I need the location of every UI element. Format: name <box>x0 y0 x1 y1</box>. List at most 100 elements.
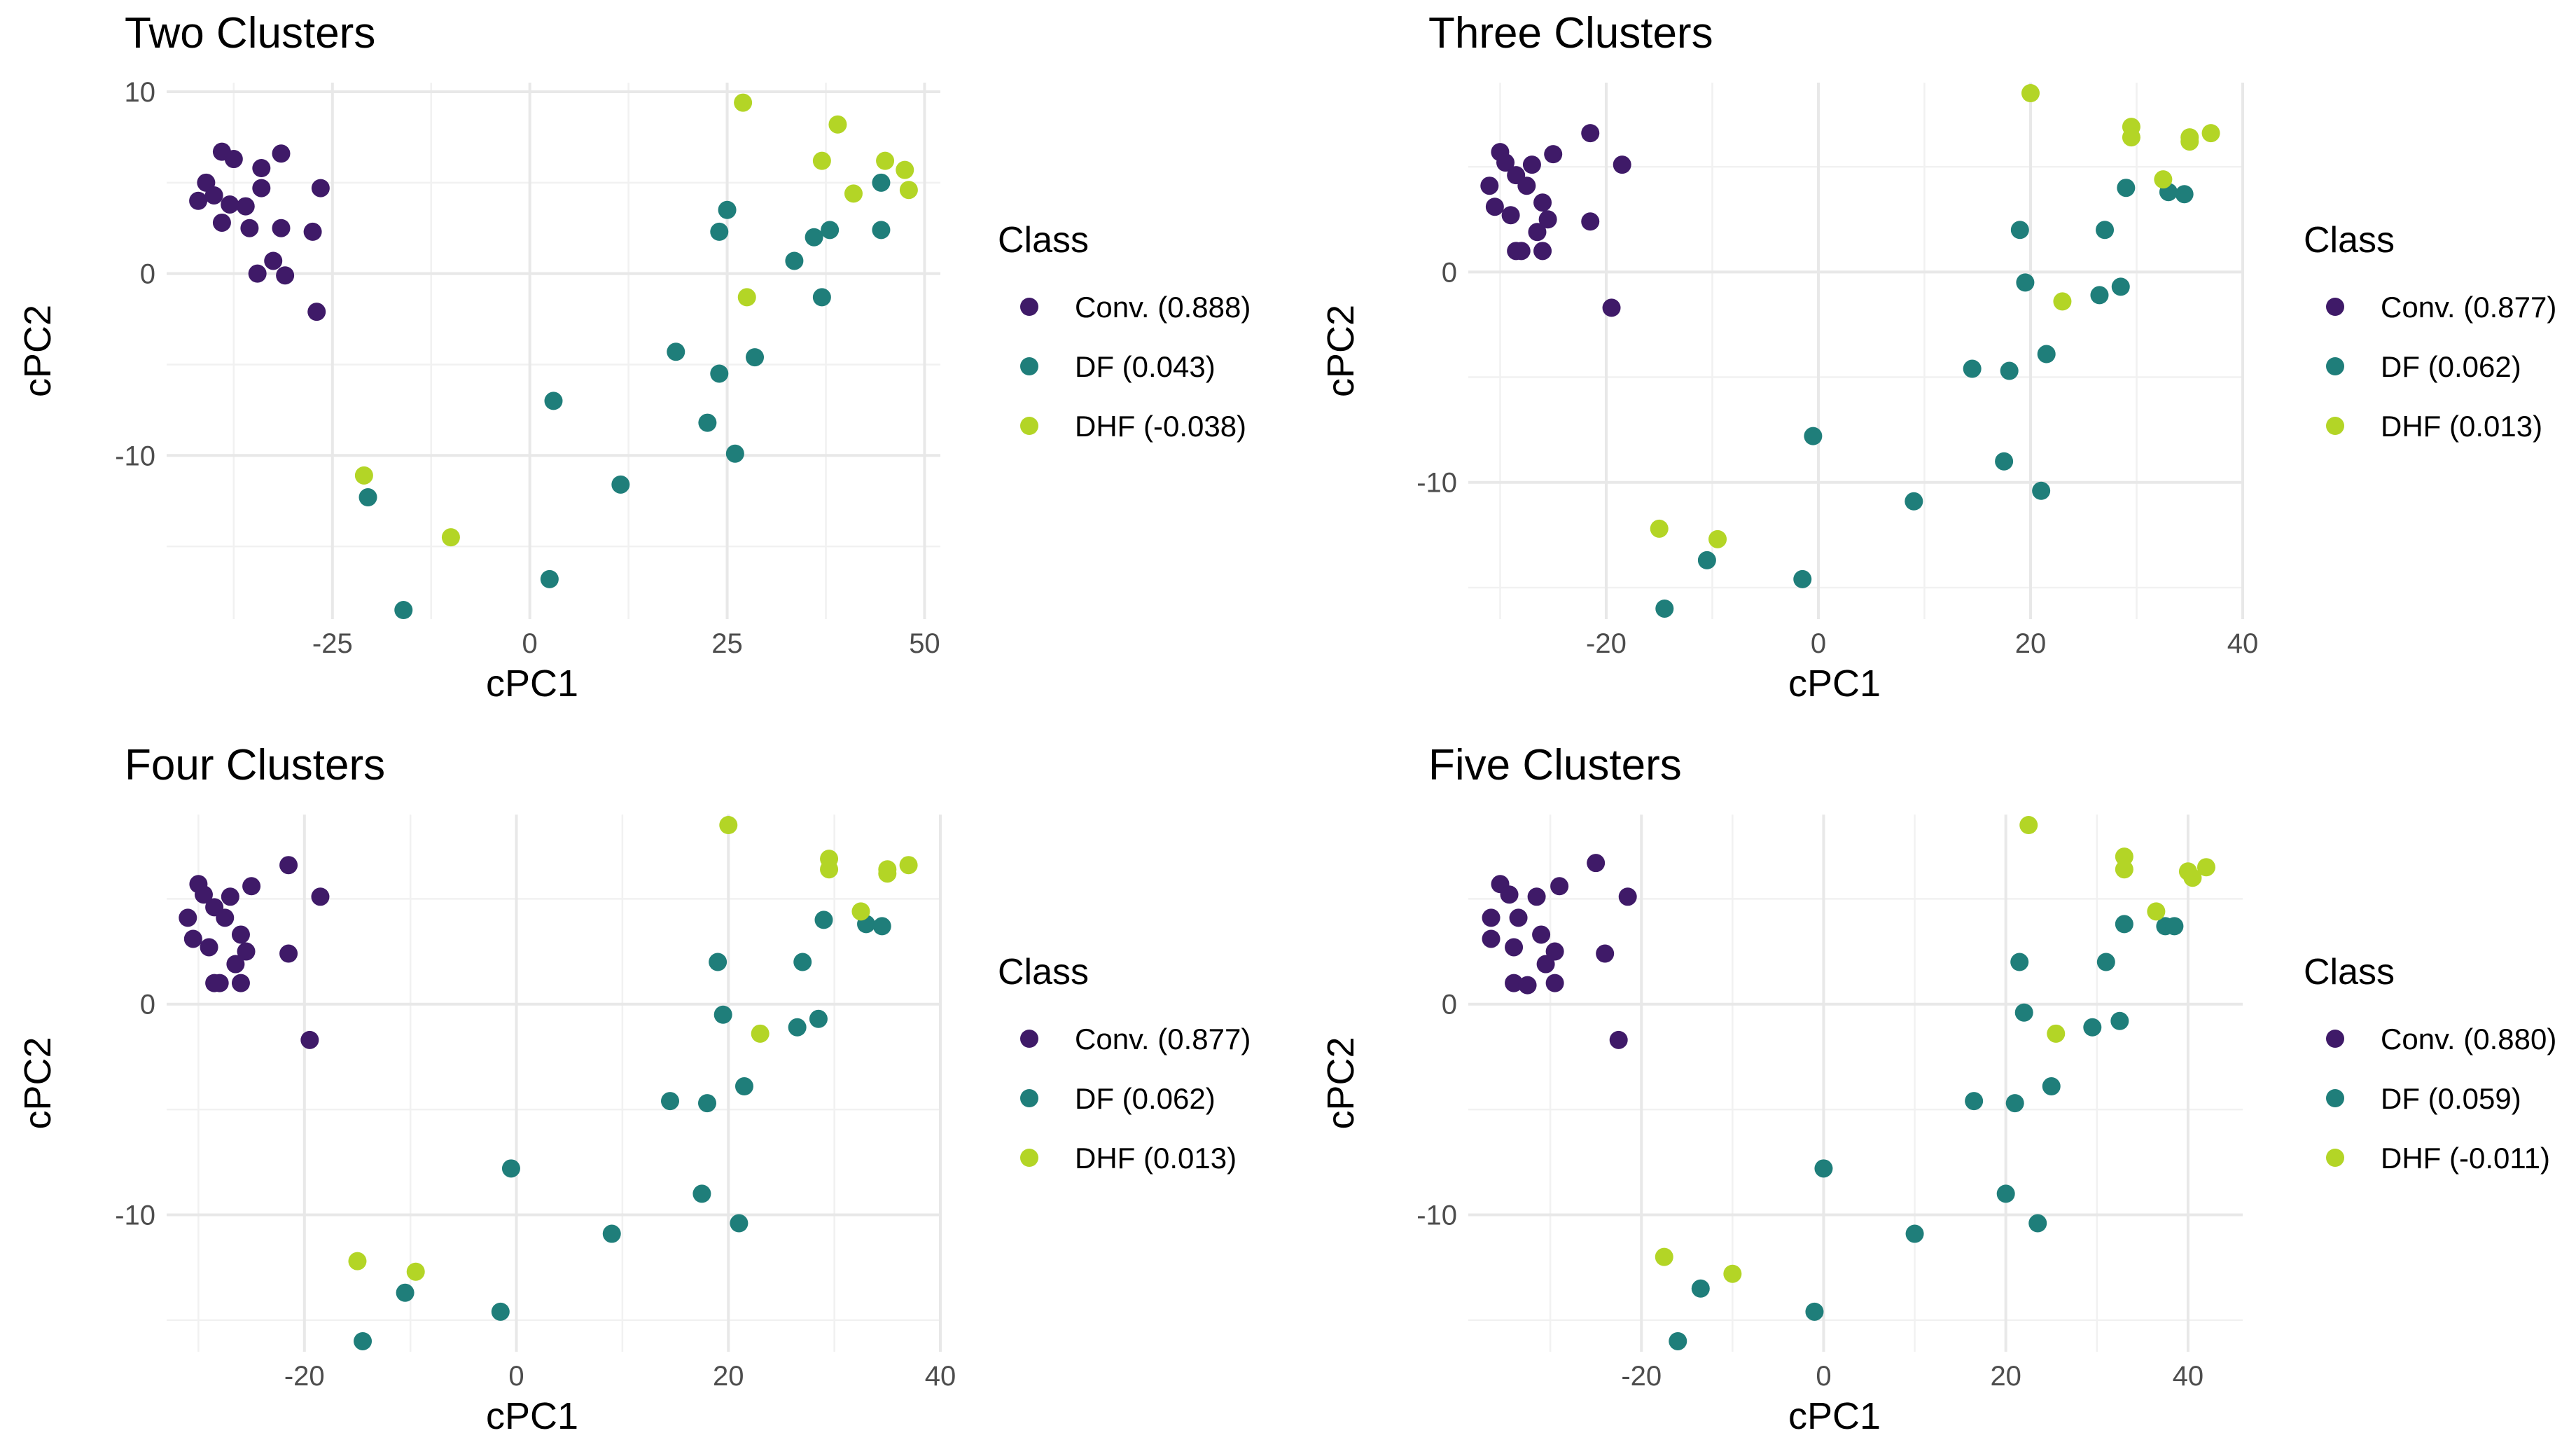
data-point <box>303 222 322 241</box>
y-tick-label: 10 <box>125 77 156 108</box>
data-point <box>1509 908 1528 927</box>
x-axis-title: cPC1 <box>486 663 578 705</box>
data-point <box>1613 155 1631 174</box>
data-point <box>248 264 267 283</box>
y-tick-label: -10 <box>115 441 155 471</box>
data-point <box>661 1092 680 1111</box>
data-point <box>1500 885 1519 904</box>
series-dhf <box>1650 84 2220 548</box>
series-df <box>354 911 891 1350</box>
chart-title: Two Clusters <box>125 9 375 57</box>
data-point <box>1480 176 1499 195</box>
data-point <box>2000 361 2019 380</box>
legend: Class Conv. (0.888) DF (0.043) DHF (-0.038) <box>998 220 1251 443</box>
data-point <box>2117 179 2136 198</box>
legend-label: DF (0.059) <box>2381 1082 2521 1115</box>
legend-label: DHF (-0.011) <box>2381 1142 2550 1175</box>
data-point <box>194 885 213 904</box>
data-point <box>231 974 250 992</box>
chart-title: Five Clusters <box>1428 741 1682 789</box>
data-point <box>200 938 218 957</box>
data-point <box>210 974 229 992</box>
data-point <box>279 856 298 875</box>
data-point <box>1536 955 1555 974</box>
data-point <box>242 877 261 896</box>
x-tick-label: -20 <box>1621 1361 1662 1392</box>
data-point <box>1545 974 1564 992</box>
data-point <box>751 1024 770 1043</box>
y-axis-title: cPC2 <box>1320 1037 1362 1129</box>
data-point <box>1505 938 1524 957</box>
legend: Class Conv. (0.877) DF (0.062) DHF (0.013) <box>2304 220 2556 443</box>
data-point <box>1532 925 1551 944</box>
legend-label: DHF (-0.038) <box>1075 410 1246 443</box>
data-point <box>737 288 756 307</box>
data-point <box>1965 1092 1984 1111</box>
data-point <box>1538 210 1557 229</box>
data-point <box>1996 1184 2015 1203</box>
legend-label: Conv. (0.877) <box>1075 1023 1251 1055</box>
x-tick-label: 20 <box>2015 628 2047 659</box>
data-point <box>730 1214 749 1233</box>
data-point <box>231 925 250 944</box>
data-point <box>812 151 831 170</box>
data-point <box>501 1159 520 1178</box>
data-point <box>820 860 839 879</box>
data-point <box>611 475 630 494</box>
data-point <box>746 348 765 367</box>
data-point <box>272 144 291 163</box>
series-df <box>1655 179 2194 618</box>
legend-label: DHF (0.013) <box>1075 1142 1237 1175</box>
data-point <box>1587 854 1606 873</box>
data-point <box>872 221 891 240</box>
data-point <box>544 392 563 410</box>
data-point <box>240 219 259 237</box>
data-point <box>2042 1077 2061 1096</box>
data-point <box>2021 84 2040 103</box>
data-point <box>1655 599 1674 618</box>
chart-panel-4: -20 0 20 40 -10 0 Five Clusters cPC1 cPC2 Class Co… <box>1320 741 2556 1437</box>
data-point <box>1527 887 1546 906</box>
x-axis-title: cPC1 <box>1788 1395 1881 1437</box>
data-point <box>709 953 727 971</box>
data-point <box>179 908 197 927</box>
data-point <box>2183 868 2202 887</box>
data-point <box>2115 915 2133 934</box>
data-point <box>1518 976 1537 995</box>
data-point <box>354 1331 373 1350</box>
legend-label: DHF (0.013) <box>2381 410 2542 443</box>
legend-key <box>2326 1149 2344 1167</box>
data-point <box>2175 185 2194 204</box>
data-point <box>311 179 330 198</box>
data-point <box>713 1005 732 1024</box>
legend-key <box>1020 417 1038 435</box>
x-tick-label: 50 <box>909 628 940 659</box>
data-point <box>540 569 559 588</box>
x-tick-label: 40 <box>925 1361 956 1392</box>
data-point <box>2196 858 2215 877</box>
data-point <box>236 197 255 216</box>
data-point <box>793 953 812 971</box>
data-point <box>1528 223 1547 242</box>
data-point <box>221 195 239 214</box>
data-point <box>2014 1003 2033 1022</box>
legend-title: Class <box>998 952 1089 992</box>
y-axis-title: cPC2 <box>17 305 59 397</box>
data-point <box>1512 242 1531 261</box>
data-point <box>725 444 744 463</box>
series-dhf <box>348 816 918 1281</box>
data-point <box>710 364 729 383</box>
data-point <box>491 1302 510 1321</box>
data-point <box>226 955 245 974</box>
series-dhf <box>1655 816 2215 1283</box>
data-point <box>1805 1302 1824 1321</box>
legend-key <box>1020 1030 1038 1048</box>
data-point <box>1905 492 1923 511</box>
data-point <box>279 944 298 963</box>
y-tick-label: -10 <box>115 1200 155 1231</box>
data-point <box>876 151 895 170</box>
data-point <box>872 917 891 936</box>
data-point <box>1691 1279 1710 1298</box>
series-df <box>358 173 891 620</box>
